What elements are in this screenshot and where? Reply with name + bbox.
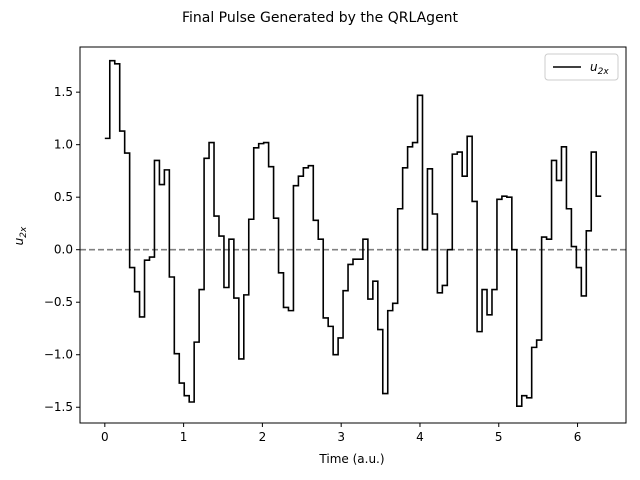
axes: 0 1 2 3 4 5 6 −1.5 −1.0 −0.5 0.0 0.5 1.0 1.5: [44, 46, 627, 444]
y-axis-label-base: u: [12, 237, 26, 245]
chart-title: Final Pulse Generated by the QRLAgent: [182, 10, 459, 26]
y-tick-label: 1.0: [54, 138, 73, 152]
y-tick-label: −1.5: [44, 400, 73, 414]
y-axis-label: u2x: [12, 226, 29, 245]
x-tick-label: 0: [101, 430, 109, 444]
plot-area: [80, 59, 626, 407]
x-tick-label: 1: [180, 430, 188, 444]
x-tick-label: 5: [495, 430, 503, 444]
legend-label-sub: 2x: [598, 67, 610, 77]
y-tick-label: 0.5: [54, 190, 73, 204]
x-tick-label: 2: [259, 430, 267, 444]
x-tick-label: 3: [337, 430, 345, 444]
x-tick-label: 4: [416, 430, 424, 444]
y-tick-label: −1.0: [44, 348, 73, 362]
x-tick-label: 6: [574, 430, 582, 444]
y-axis-label-sub: 2x: [19, 226, 29, 238]
y-tick-label: 1.5: [54, 85, 73, 99]
x-axis-label: Time (a.u.): [318, 452, 384, 466]
axes-frame: [79, 46, 627, 424]
y-tick-label: −0.5: [44, 295, 73, 309]
legend: u2x: [544, 53, 619, 81]
series-line-u2x: [104, 59, 602, 407]
legend-frame: [544, 53, 619, 81]
legend-label: u2x: [590, 60, 609, 77]
legend-label-base: u: [590, 60, 598, 74]
y-tick-label: 0.0: [54, 243, 73, 257]
